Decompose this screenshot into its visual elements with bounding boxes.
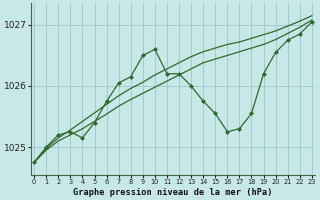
- X-axis label: Graphe pression niveau de la mer (hPa): Graphe pression niveau de la mer (hPa): [73, 188, 273, 197]
